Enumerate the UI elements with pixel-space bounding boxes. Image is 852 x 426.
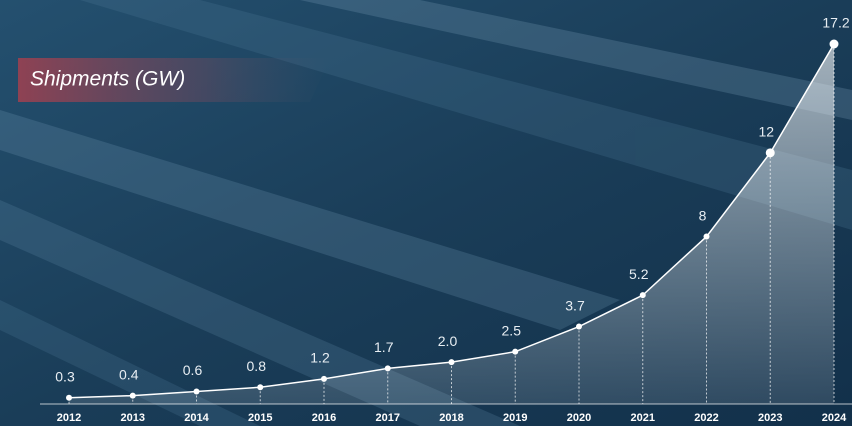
value-label: 0.4 [119,366,139,382]
value-label: 12 [758,124,774,140]
point [321,375,327,382]
value-label: 5.2 [629,266,649,282]
value-label: 3.7 [565,297,585,313]
x-tick-label: 2016 [312,412,336,424]
x-tick-label: 2024 [822,412,847,424]
point [639,292,646,299]
point [765,148,775,158]
x-tick-label: 2023 [758,412,782,424]
x-tick-label: 2012 [57,412,81,424]
point [829,39,839,49]
value-label: 2.0 [438,333,458,349]
point [66,394,72,401]
x-tick-label: 2019 [503,412,527,424]
value-label: 0.8 [247,358,267,374]
point [129,392,136,399]
point [384,365,391,372]
value-label: 1.7 [374,339,394,355]
area [69,44,834,404]
x-tick-label: 2013 [121,412,145,424]
value-label: 17.2 [822,15,849,31]
x-tick-label: 2015 [248,412,272,424]
point [512,348,519,355]
x-tick-label: 2022 [694,412,718,424]
point [257,384,264,391]
value-label: 2.5 [502,322,522,338]
point [193,388,200,395]
value-label: 0.6 [183,362,203,378]
value-label: 8 [699,207,707,223]
chart-title: Shipments (GW) [30,68,185,91]
point [703,233,710,240]
x-tick-label: 2017 [376,412,400,424]
x-tick-label: 2018 [439,412,463,424]
value-label: 1.2 [310,350,330,366]
x-tick-label: 2014 [184,412,209,424]
value-label: 0.3 [55,368,75,384]
point [448,359,455,366]
point [576,323,582,330]
x-tick-label: 2020 [567,412,591,424]
x-tick-label: 2021 [631,412,655,424]
title-band [18,58,330,102]
